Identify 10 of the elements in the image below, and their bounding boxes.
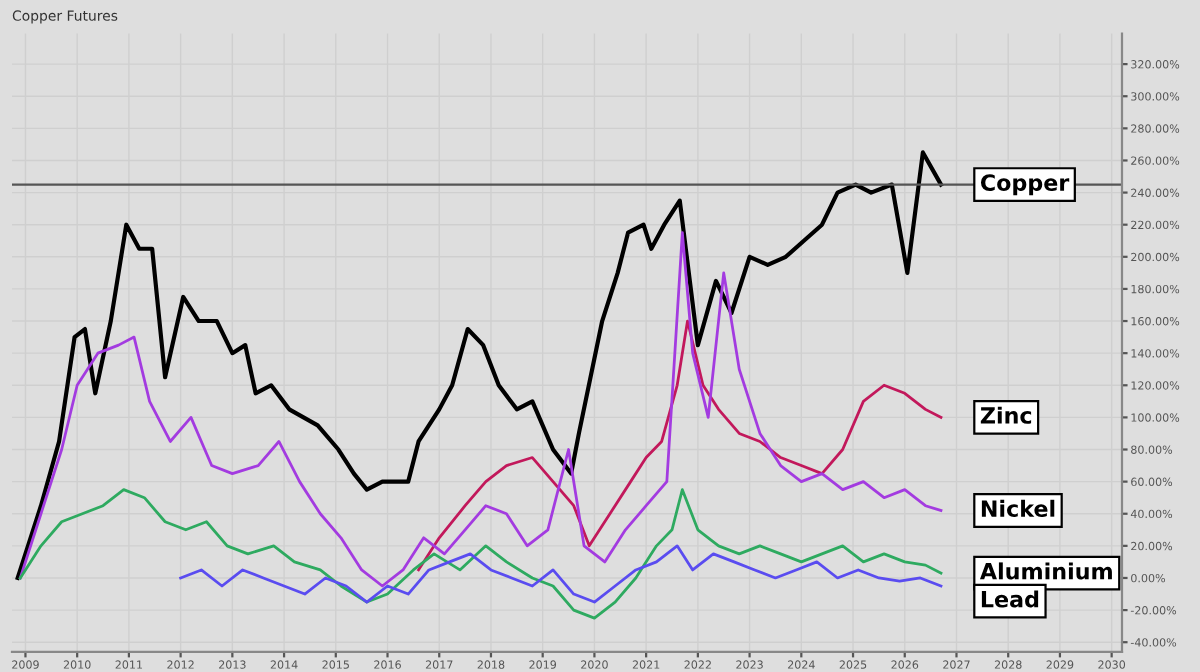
line-series (18, 488, 943, 620)
line-series (179, 544, 943, 604)
series-label: Lead (981, 590, 1039, 608)
line-series (15, 150, 944, 581)
series-label: Copper (980, 174, 1070, 196)
series-label: Nickel (981, 499, 1055, 517)
line-series (18, 231, 943, 588)
series-label: Zinc (980, 406, 1032, 424)
series-label: Aluminium (979, 562, 1112, 580)
line-series (417, 319, 943, 572)
